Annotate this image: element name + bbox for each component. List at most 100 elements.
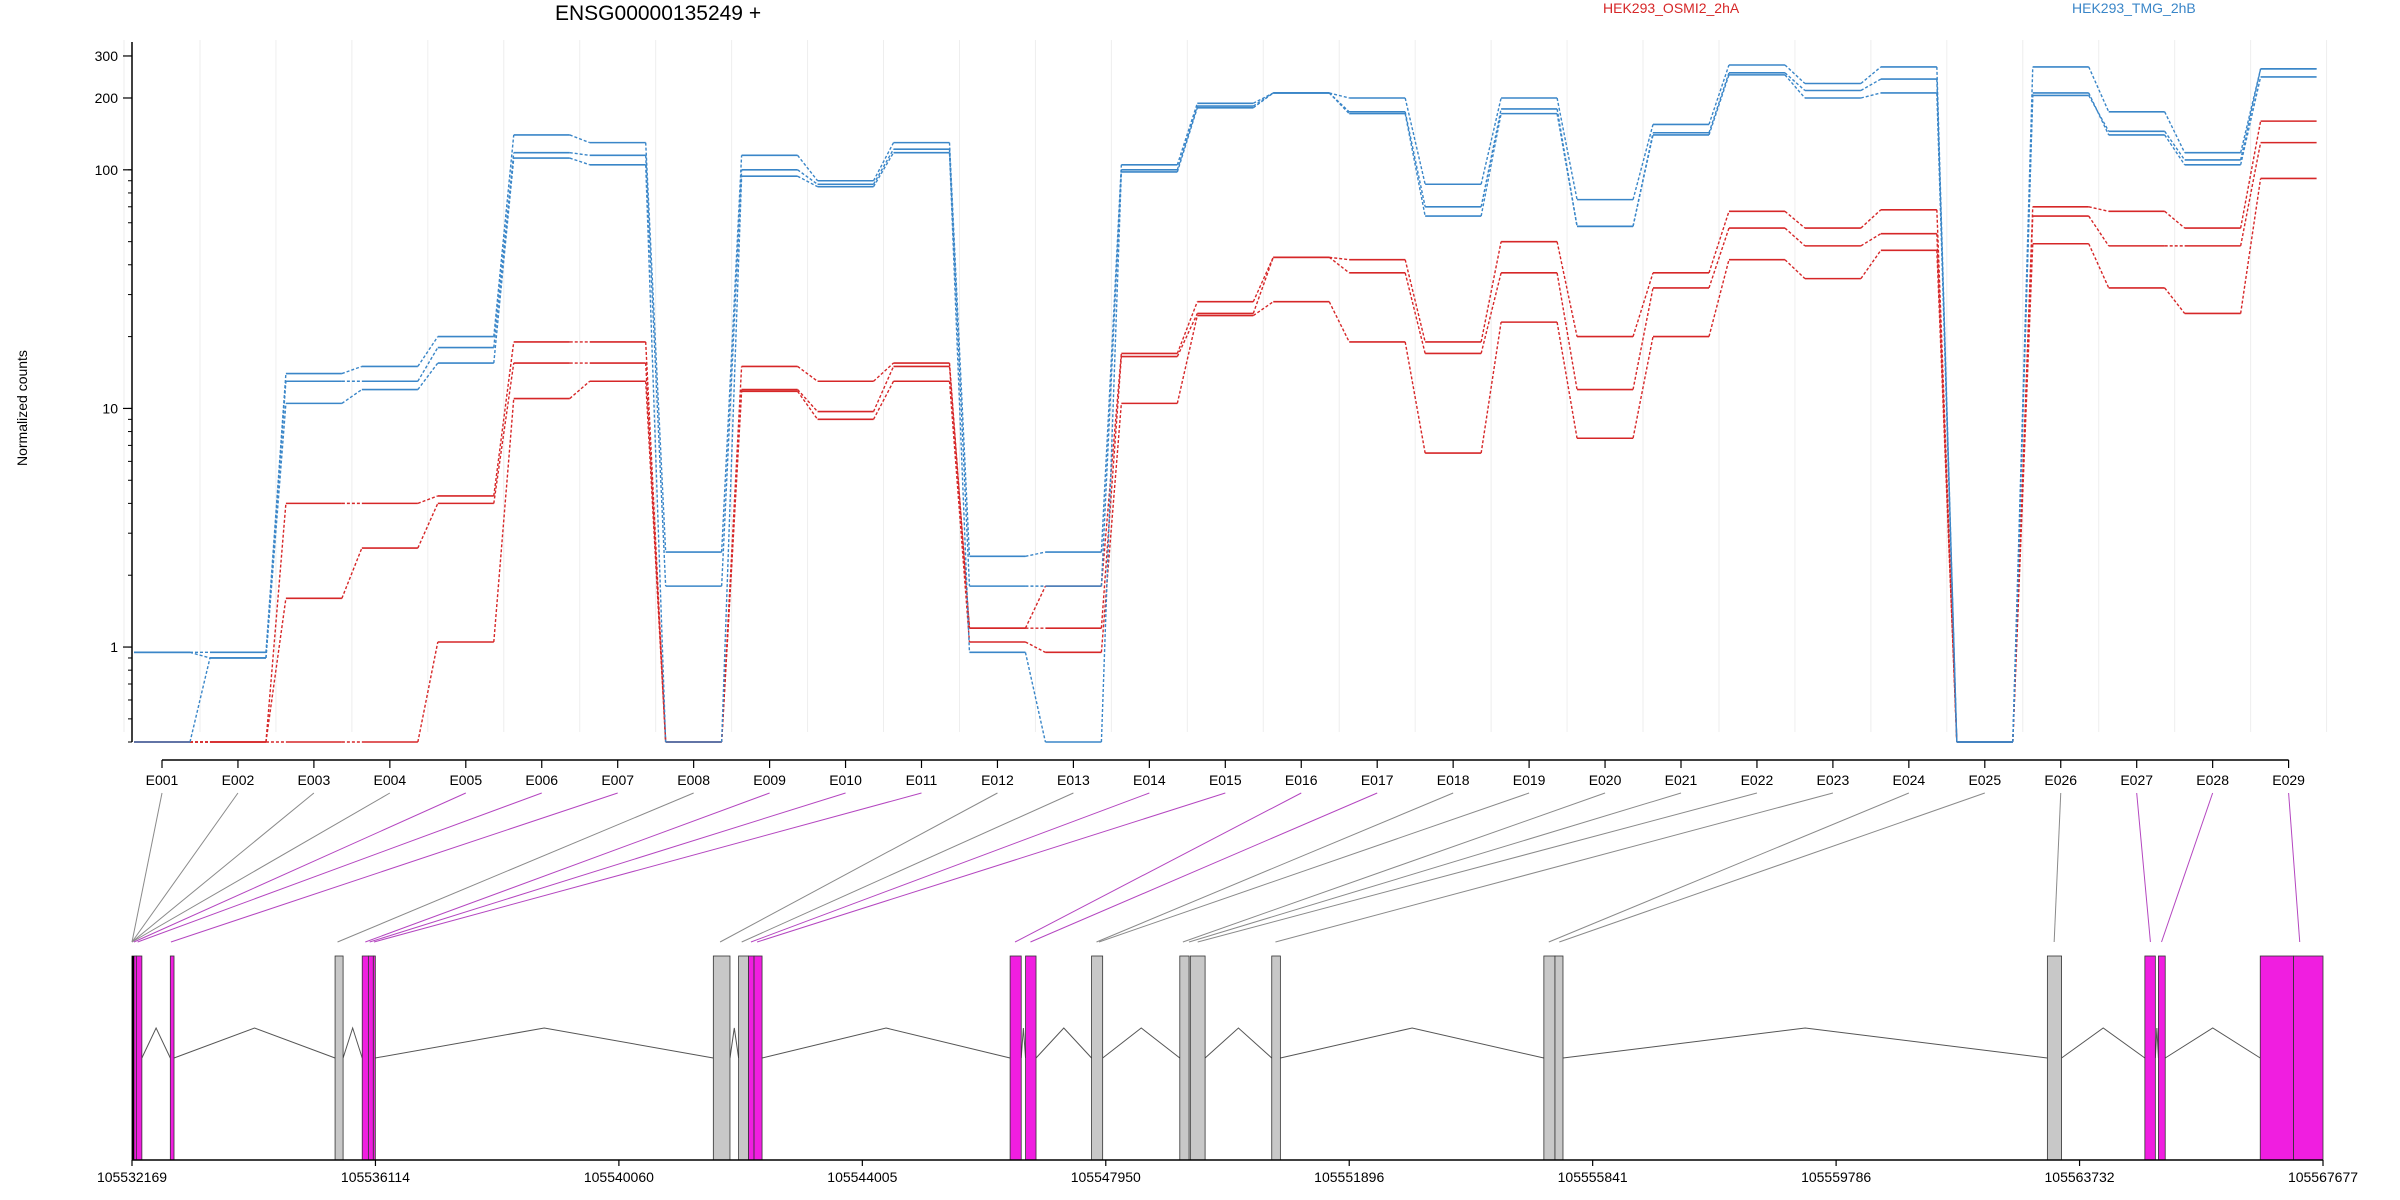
series-connector (1024, 585, 1047, 629)
genomic-tick-label: 105544005 (827, 1169, 897, 1185)
exon-box-highlighted (372, 955, 376, 1161)
series-connector (2239, 142, 2262, 247)
exon-box (1091, 955, 1104, 1161)
series-connector (872, 152, 895, 188)
series-connector (1860, 78, 1882, 92)
series-connector (873, 362, 894, 382)
series-connector (797, 390, 819, 420)
series-connector (1329, 92, 1350, 99)
intron-line (1020, 1027, 1027, 1059)
x-tick-label: E005 (449, 772, 482, 788)
series-connector (1632, 134, 1654, 227)
exon-link (1548, 792, 1910, 943)
legend-entry-tmg: HEK293_TMG_2hB (2072, 0, 2196, 16)
series-connector (1024, 652, 1047, 743)
series-connector (872, 366, 895, 412)
series-connector (417, 503, 439, 549)
series-connector (2088, 66, 2110, 113)
exon-link-highlighted (133, 792, 467, 943)
series-connector (1860, 66, 1882, 85)
x-tick-label: E010 (829, 772, 862, 788)
series-connector (645, 381, 667, 743)
series-connector (1936, 92, 1958, 743)
series-connector (1100, 356, 1123, 629)
series-connector (1404, 111, 1426, 207)
exon-link (131, 792, 239, 943)
exon-box (738, 955, 749, 1161)
series-connector (645, 362, 667, 743)
series-connector (1632, 272, 1654, 337)
exon-link (1182, 792, 1606, 943)
series-connector (1404, 341, 1426, 454)
series-connector (1784, 64, 1806, 85)
series-connector (1784, 72, 1806, 92)
series-connector (1328, 92, 1350, 113)
exon-link (131, 792, 315, 943)
intron-line (1102, 1027, 1181, 1059)
exon-link (337, 792, 694, 943)
exon-link (1096, 792, 1454, 943)
x-tick-label: E014 (1133, 772, 1166, 788)
series-connector (872, 148, 895, 185)
series-connector (2164, 111, 2186, 153)
exon-box (1554, 955, 1564, 1161)
series-connector (1632, 336, 1654, 439)
series-connector (417, 336, 439, 367)
series-connector (1708, 259, 1730, 337)
genomic-tick-label: 105559786 (1801, 1169, 1871, 1185)
series-connector (417, 347, 439, 382)
exon-link (719, 792, 998, 943)
exon-box-highlighted (2144, 955, 2156, 1161)
y-tick-label: 1 (110, 639, 118, 655)
series-connector (417, 495, 439, 505)
exon-link-highlighted (365, 792, 770, 943)
series-connector (645, 341, 667, 743)
x-tick-label: E027 (2120, 772, 2153, 788)
series-connector (645, 155, 667, 587)
series-connector (1176, 315, 1198, 404)
exon-link (1188, 792, 1682, 943)
intron-line (342, 1026, 363, 1059)
series-connector (872, 142, 895, 182)
y-tick-label: 100 (95, 162, 119, 178)
x-tick-label: E016 (1285, 772, 1318, 788)
series-connector (2088, 92, 2110, 136)
series-connector (1404, 113, 1426, 217)
series-connector (1860, 233, 1882, 247)
series-connector (1936, 250, 1958, 743)
intron-line (729, 1027, 740, 1059)
series-connector (1632, 124, 1654, 200)
exon-link-highlighted (1030, 792, 1378, 943)
series-connector (1480, 113, 1502, 217)
x-tick-label: E026 (2044, 772, 2077, 788)
genomic-tick-label: 105547950 (1071, 1169, 1141, 1185)
series-connector (1708, 227, 1730, 289)
exon-box-highlighted (753, 955, 763, 1161)
series-connector (720, 169, 743, 587)
series-connector (797, 154, 819, 182)
exon-link-highlighted (2288, 792, 2301, 943)
x-tick-label: E024 (1892, 772, 1925, 788)
intron-line (1204, 1027, 1273, 1059)
series-connector (1480, 322, 1502, 454)
exon-link-highlighted (137, 792, 542, 943)
series-connector (189, 651, 211, 659)
series-connector (1100, 171, 1123, 743)
series-connector (1176, 313, 1198, 357)
exon-link (1559, 792, 1985, 943)
series-connector (797, 365, 818, 382)
series-connector (1556, 97, 1578, 200)
series-connector (2164, 287, 2186, 314)
series-connector (1404, 272, 1426, 354)
exon-box-highlighted (135, 955, 143, 1161)
x-tick-label: E004 (373, 772, 406, 788)
series-connector (797, 169, 818, 185)
intron-line (1280, 1027, 1544, 1059)
series-connector (2239, 76, 2262, 165)
series-connector (1708, 64, 1730, 125)
exon-link-highlighted (756, 792, 1226, 943)
exon-box (1189, 955, 1206, 1161)
exon-box-highlighted (2293, 955, 2324, 1161)
series-connector (1556, 113, 1578, 227)
